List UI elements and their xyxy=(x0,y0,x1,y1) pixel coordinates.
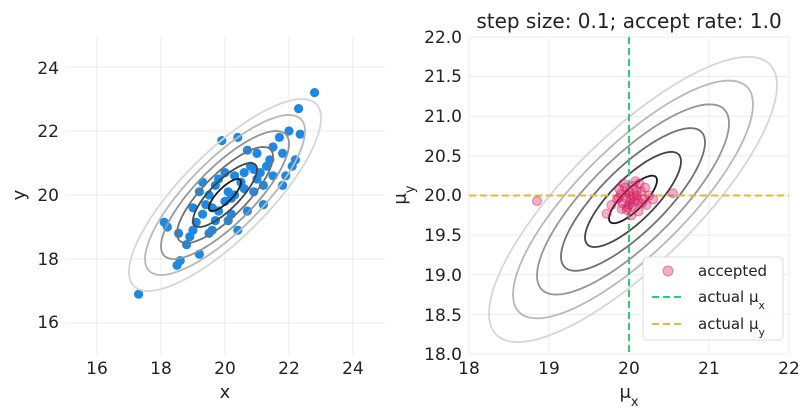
right-y-tick-label: 18.5 xyxy=(424,306,462,326)
right-y-tick-label: 20.0 xyxy=(424,186,462,206)
contour-line xyxy=(488,55,778,344)
accepted-sample xyxy=(627,200,638,211)
left-gridlines xyxy=(65,35,385,355)
legend-actual-mu-x-label: actual μx xyxy=(698,288,766,312)
contour-line xyxy=(584,151,682,248)
right-y-ticks: 18.0 18.5 19.0 19.5 20.0 20.5 21.0 21.5 … xyxy=(424,28,462,365)
left-x-tick-label: 24 xyxy=(342,359,364,379)
accepted-sample xyxy=(636,198,647,209)
right-x-axis-label: μx xyxy=(619,382,638,410)
legend-accepted-marker xyxy=(662,265,674,277)
left-scatter-panel: 16 18 20 22 24 16 18 20 22 24 x y xyxy=(9,35,385,403)
data-point xyxy=(198,209,208,219)
data-point xyxy=(310,88,320,98)
data-point xyxy=(230,171,240,181)
contour-line xyxy=(128,98,322,292)
accepted-sample xyxy=(631,185,642,196)
legend-box xyxy=(642,256,784,341)
contour-line xyxy=(192,162,258,228)
data-point xyxy=(233,225,243,235)
data-point xyxy=(252,148,262,158)
right-y-tick-label: 20.5 xyxy=(424,147,462,167)
right-y-tick-label: 21.0 xyxy=(424,107,462,127)
data-point xyxy=(258,180,268,190)
right-y-tick-label: 19.0 xyxy=(424,266,462,286)
right-y-tick-label: 18.0 xyxy=(424,345,462,365)
data-point xyxy=(182,240,192,250)
data-point xyxy=(258,200,268,210)
left-x-tick-label: 16 xyxy=(86,359,108,379)
data-point xyxy=(214,206,224,216)
data-point xyxy=(134,289,144,299)
left-y-tick-label: 24 xyxy=(37,59,59,79)
accepted-sample xyxy=(618,178,629,189)
left-x-ticks: 16 18 20 22 24 xyxy=(86,359,364,379)
data-point xyxy=(255,168,265,178)
data-point xyxy=(249,187,259,197)
accepted-sample xyxy=(648,194,658,205)
data-point xyxy=(274,132,284,142)
right-accepted-samples xyxy=(532,176,678,221)
accepted-sample xyxy=(613,192,624,203)
right-y-tick-label: 22.0 xyxy=(424,28,462,48)
right-chart-title: step size: 0.1; accept rate: 1.0 xyxy=(476,9,781,33)
accepted-sample xyxy=(668,188,678,199)
contour-line xyxy=(536,103,730,296)
data-point xyxy=(268,142,278,152)
left-x-tick-label: 18 xyxy=(150,359,172,379)
legend-accepted-label: accepted xyxy=(698,262,767,280)
contour-line xyxy=(144,114,306,276)
data-point xyxy=(294,104,304,114)
left-y-axis-label: y xyxy=(9,189,30,200)
data-point xyxy=(174,228,184,238)
data-point xyxy=(198,177,208,187)
legend-actual-mu-y-label: actual μy xyxy=(698,315,766,339)
right-y-tick-label: 21.5 xyxy=(424,67,462,87)
data-point xyxy=(242,206,252,216)
left-y-ticks: 16 18 20 22 24 xyxy=(37,59,59,333)
left-x-tick-label: 22 xyxy=(278,359,300,379)
data-point xyxy=(239,168,249,178)
left-y-tick-label: 18 xyxy=(37,250,59,270)
accepted-sample xyxy=(532,196,542,207)
left-x-tick-label: 20 xyxy=(214,359,236,379)
data-point xyxy=(284,126,294,136)
right-y-axis-label: μy xyxy=(390,185,418,204)
right-x-tick-label: 22 xyxy=(778,359,800,379)
right-x-tick-label: 18 xyxy=(458,359,480,379)
accepted-sample xyxy=(601,208,612,219)
right-x-ticks: 18 19 20 21 22 xyxy=(458,359,800,379)
left-y-tick-label: 20 xyxy=(37,186,59,206)
contour-line xyxy=(512,79,754,320)
data-point xyxy=(185,232,195,242)
right-x-tick-label: 21 xyxy=(698,359,720,379)
right-posterior-panel: step size: 0.1; accept rate: 1.0 18 19 2… xyxy=(390,9,800,410)
contour-line xyxy=(160,130,290,260)
data-point xyxy=(214,174,224,184)
left-data-points xyxy=(134,88,320,299)
data-point xyxy=(278,180,288,190)
right-x-tick-label: 20 xyxy=(618,359,640,379)
contour-line xyxy=(176,146,274,244)
left-contours xyxy=(128,98,322,292)
right-contours xyxy=(488,55,778,344)
left-y-tick-label: 22 xyxy=(37,122,59,142)
data-point xyxy=(295,129,305,139)
right-x-tick-label: 19 xyxy=(538,359,560,379)
contour-line xyxy=(560,127,706,272)
legend: accepted actual μx actual μy xyxy=(642,256,784,341)
left-y-tick-label: 16 xyxy=(37,313,59,333)
left-x-axis-label: x xyxy=(220,382,231,403)
right-y-tick-label: 19.5 xyxy=(424,226,462,246)
contour-line xyxy=(208,178,242,212)
data-point xyxy=(278,148,288,158)
